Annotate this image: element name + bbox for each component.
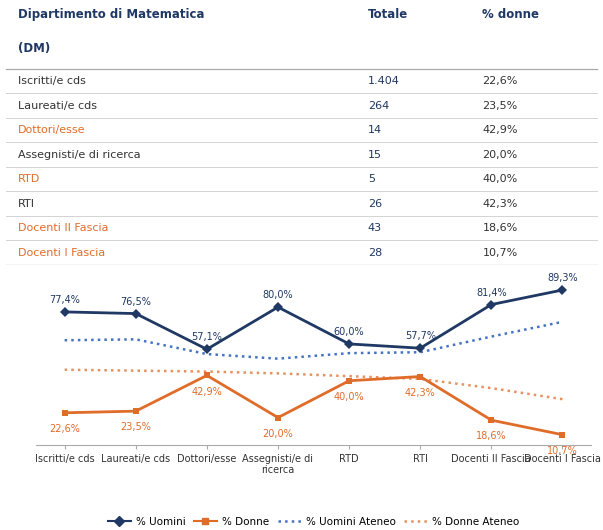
Text: 10,7%: 10,7% [547,446,578,456]
Text: Dipartimento di Matematica: Dipartimento di Matematica [18,8,204,21]
Text: Assegnisti/e di ricerca: Assegnisti/e di ricerca [18,149,140,160]
Text: 264: 264 [368,101,389,111]
Text: 81,4%: 81,4% [476,288,507,298]
Text: 23,5%: 23,5% [482,101,517,111]
Text: 22,6%: 22,6% [49,424,80,434]
Text: 10,7%: 10,7% [482,248,517,258]
Text: 20,0%: 20,0% [263,429,294,439]
Text: 18,6%: 18,6% [482,223,517,233]
Text: 42,9%: 42,9% [482,125,518,135]
Text: Iscritti/e cds: Iscritti/e cds [18,76,86,86]
Text: 57,7%: 57,7% [405,331,436,341]
Text: 40,0%: 40,0% [482,174,517,184]
Text: 15: 15 [368,149,382,160]
Text: 77,4%: 77,4% [49,295,80,305]
Text: RTI: RTI [18,199,35,209]
Text: Laureati/e cds: Laureati/e cds [18,101,97,111]
Text: 40,0%: 40,0% [334,392,364,402]
Legend: % Uomini, % Donne, % Uomini Ateneo, % Donne Ateneo: % Uomini, % Donne, % Uomini Ateneo, % Do… [104,513,523,530]
Text: 18,6%: 18,6% [476,431,507,441]
Text: 5: 5 [368,174,375,184]
Text: 76,5%: 76,5% [121,297,151,307]
Text: Dottori/esse: Dottori/esse [18,125,86,135]
Text: 23,5%: 23,5% [121,422,151,432]
Text: Totale: Totale [368,8,408,21]
Text: Docenti II Fascia: Docenti II Fascia [18,223,109,233]
Text: 60,0%: 60,0% [334,327,364,337]
Text: 20,0%: 20,0% [482,149,517,160]
Text: 43: 43 [368,223,382,233]
Text: 1.404: 1.404 [368,76,400,86]
Text: 42,3%: 42,3% [482,199,518,209]
Text: 26: 26 [368,199,382,209]
Text: 89,3%: 89,3% [547,273,578,283]
Text: (DM): (DM) [18,42,50,56]
Text: 80,0%: 80,0% [263,290,293,300]
Text: RTD: RTD [18,174,40,184]
Text: 14: 14 [368,125,382,135]
Text: 22,6%: 22,6% [482,76,518,86]
Text: 28: 28 [368,248,382,258]
Text: Docenti I Fascia: Docenti I Fascia [18,248,106,258]
Text: 42,9%: 42,9% [192,386,223,396]
Text: 42,3%: 42,3% [405,387,435,398]
Text: % donne: % donne [482,8,540,21]
Text: 57,1%: 57,1% [191,332,223,342]
